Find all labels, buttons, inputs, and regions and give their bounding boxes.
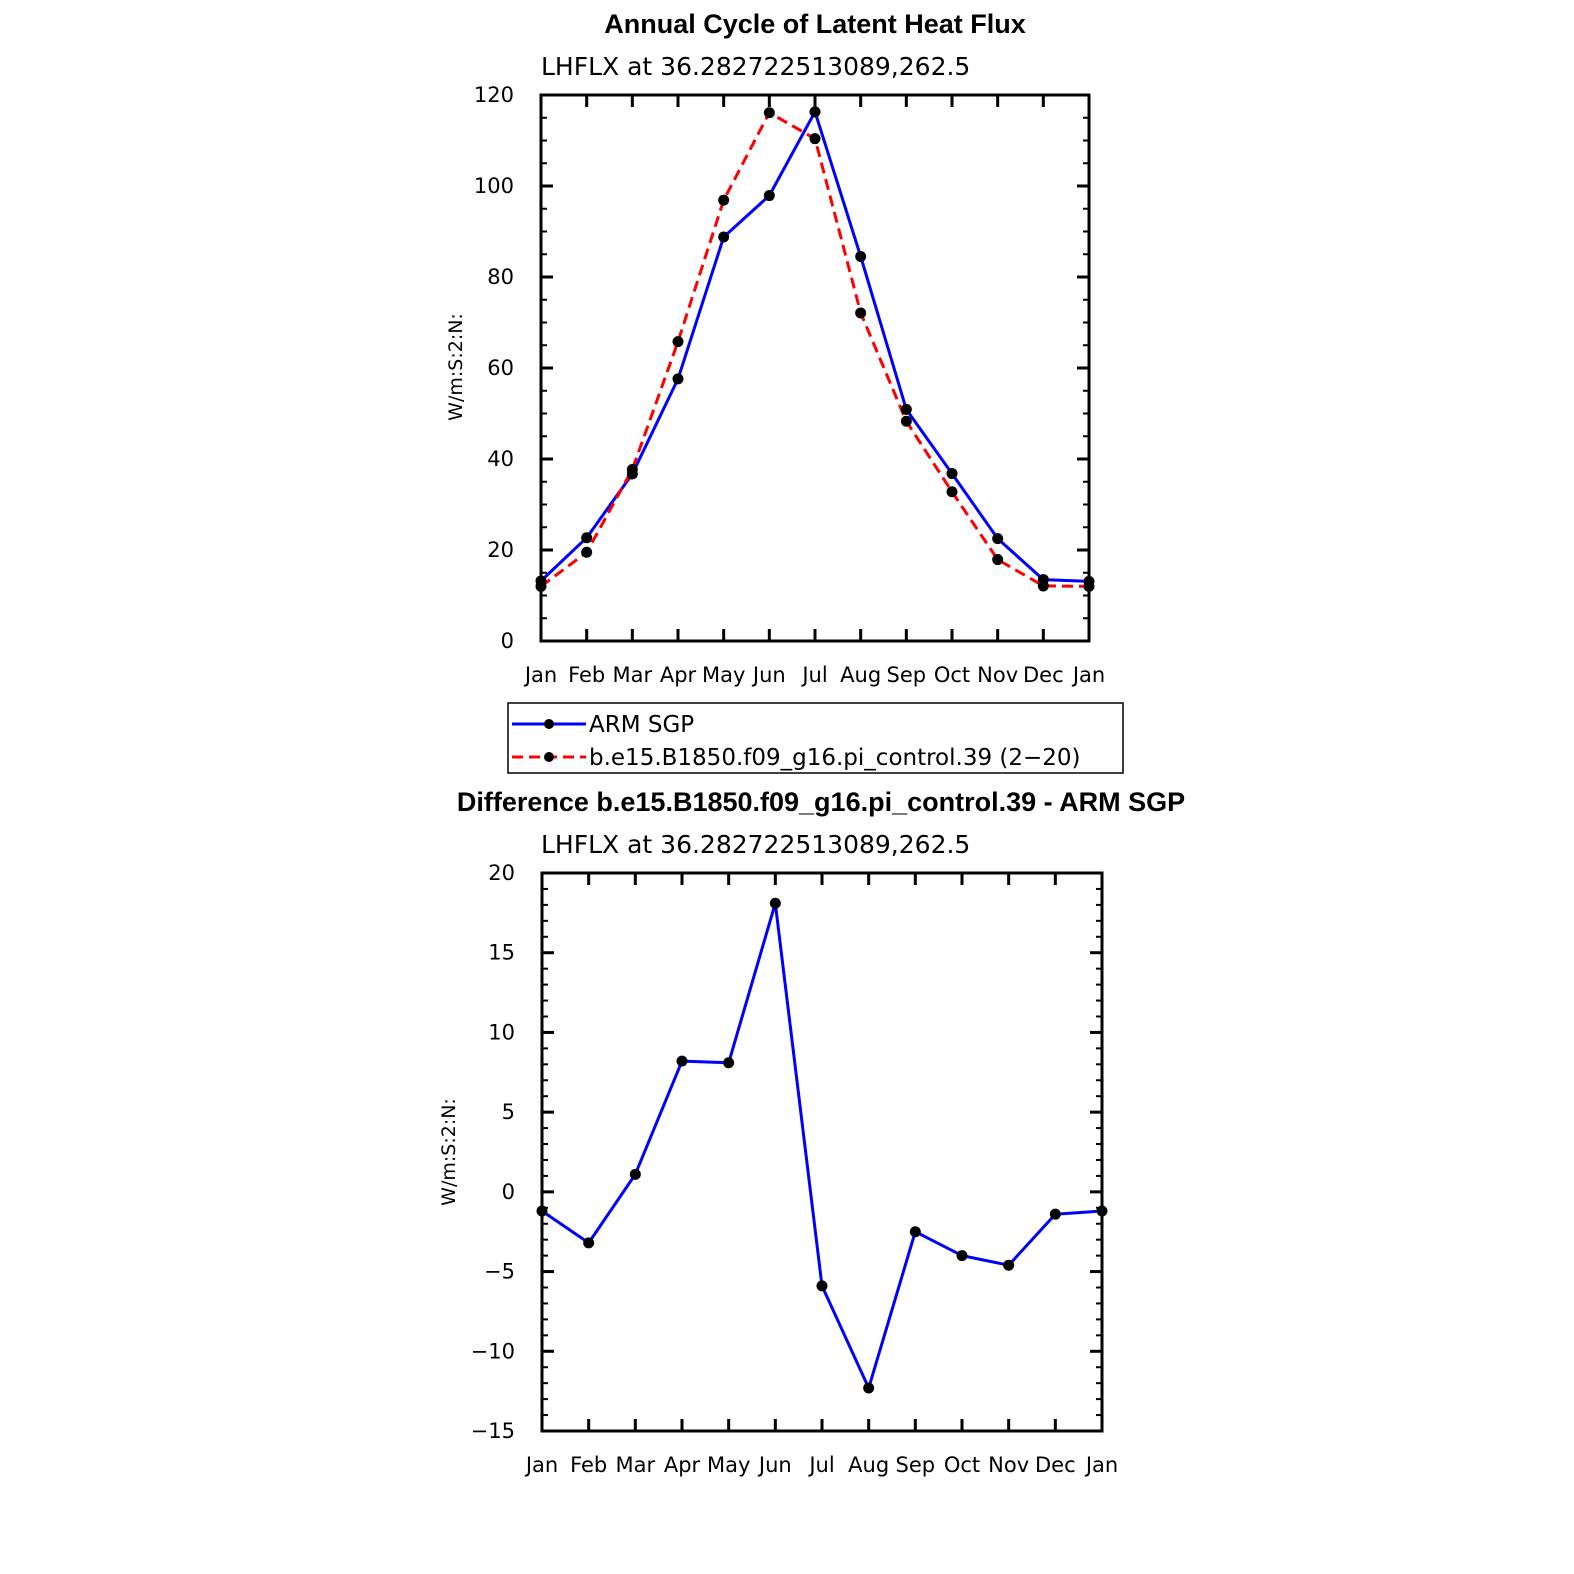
chart2-series-0-point [629,1168,641,1180]
chart2-x-tick-label: Jan [524,1453,558,1477]
chart1-series-1-point [718,194,730,206]
chart1-series-1-point [763,107,775,119]
chart2-x-tick-label: Sep [896,1453,936,1477]
chart1-series-0-point [581,532,593,544]
chart2-series-0-point [1049,1208,1061,1220]
chart1-y-tick-label: 60 [487,356,514,380]
chart1-series-0-point [992,533,1004,545]
chart2-subtitle: LHFLX at 36.282722513089,262.5 [541,830,970,859]
chart1-series-0-point [809,106,821,118]
chart1-x-tick-label: Jul [800,663,827,687]
chart1-y-tick-label: 80 [487,265,514,289]
chart1-series-1-point [900,415,912,427]
chart1-series-0-point [763,190,775,202]
chart2-y-tick-label: −5 [484,1260,515,1284]
chart2-x-tick-label: Jul [807,1453,834,1477]
chart2-x-tick-label: Jan [1084,1453,1118,1477]
chart1-y-axis-label: W/m:S:2:N: [445,313,467,421]
chart1-y-tick-label: 20 [487,538,514,562]
legend-label-model: b.e15.B1850.f09_g16.pi_control.39 (2−20) [589,745,1081,771]
chart1-x-tick-label: Sep [887,663,927,687]
chart2-x-tick-label: Dec [1035,1453,1076,1477]
legend-label-arm-sgp: ARM SGP [589,712,694,738]
chart1-series-0-point [946,468,958,480]
chart1-x-tick-label: May [702,663,745,687]
chart1-x-tick-label: Mar [613,663,653,687]
chart1-series-0-point [672,373,684,385]
chart2-series-0-point [1096,1205,1108,1217]
chart2-series-0-point [676,1055,688,1067]
chart1-series-1-point [946,486,958,498]
chart1-series-1-point [672,336,684,348]
chart2-x-tick-label: Oct [944,1453,980,1477]
chart1-y-tick-label: 0 [501,629,514,653]
chart1-series-1-point [1037,580,1049,592]
chart2-series-0-line [541,901,1103,1390]
chart1-series-1-point [855,307,867,319]
chart1-x-tick-label: Feb [568,663,605,687]
chart1-plot-area: 0 20 40 60 80 100 120 Jan Feb Mar Apr May Jun Jul Aug S… [474,83,1105,687]
chart2-series-0-point [816,1280,828,1292]
chart2-frame [540,871,1104,1433]
chart1-series-1-point [626,463,638,475]
chart1-subtitle: LHFLX at 36.282722513089,262.5 [541,52,970,81]
chart1-y-tick-label: 120 [474,83,514,107]
legend-marker-arm-sgp [544,719,554,729]
legend-marker-model [544,752,554,762]
chart2-title: Difference b.e15.B1850.f09_g16.pi_contro… [457,787,1185,817]
chart1-series-1-point [535,580,547,592]
chart2-series-0-point [1003,1259,1015,1271]
chart1-series-0-line [539,110,1090,583]
chart2-y-tick-label: 5 [502,1100,515,1124]
chart2-x-tick-label: Nov [988,1453,1029,1477]
chart1-x-tick-label: Jan [1071,663,1105,687]
chart1-series-1-point [809,133,821,145]
chart1-series-0-point [855,251,867,263]
chart1-series-1-point [992,554,1004,566]
chart2-y-tick-label: 10 [488,1020,515,1044]
chart1-series-1-line [540,111,1090,588]
chart2-plot-area: −15 −10 −5 0 5 10 15 20 Jan Feb Mar Apr May Jun Jul Aug… [471,861,1119,1477]
chart1-x-tick-label: Dec [1023,663,1064,687]
chart1-y-tick-label: 100 [474,174,514,198]
chart2-x-tick-label: Mar [616,1453,656,1477]
chart2-y-tick-label: 15 [488,941,515,965]
chart1-series-1-point [1083,580,1095,592]
chart2-series-0-point [956,1250,968,1262]
chart1-x-tick-label: Aug [840,663,881,687]
chart1-legend: ARM SGP b.e15.B1850.f09_g16.pi_control.3… [507,702,1124,774]
chart2-series-0-point [863,1382,875,1394]
chart2-series-0-point [723,1057,735,1069]
chart1-title: Annual Cycle of Latent Heat Flux [604,9,1026,39]
chart2-series-0-point [909,1226,921,1238]
chart2-series-0-point [536,1205,548,1217]
chart2-y-tick-label: −15 [471,1419,515,1443]
chart1-x-tick-label: Apr [660,663,697,687]
legend-box [507,702,1124,774]
chart1-y-tick-label: 40 [487,447,514,471]
chart2-x-tick-label: Apr [664,1453,701,1477]
chart1-x-tick-label: Oct [934,663,970,687]
chart2-x-tick-label: Aug [848,1453,889,1477]
chart1-x-tick-label: Jun [751,663,786,687]
chart2-y-tick-label: 0 [502,1180,515,1204]
chart2-x-tick-label: Jun [757,1453,792,1477]
chart1-x-tick-label: Jan [523,663,557,687]
chart1-x-tick-label: Nov [977,663,1018,687]
chart2-x-tick-label: May [707,1453,750,1477]
chart2-series-0-point [583,1237,595,1249]
chart1-series-1-point [581,546,593,558]
chart2-y-axis-label: W/m:S:2:N: [438,1098,460,1206]
chart2-y-tick-label: −10 [471,1339,515,1363]
chart1-frame [539,93,1091,643]
chart1-series-0-point [900,403,912,415]
chart2-x-tick-label: Feb [570,1453,607,1477]
chart1-series-0-point [718,231,730,243]
chart2-series-0-point [769,897,781,909]
chart2-y-tick-label: 20 [488,861,515,885]
